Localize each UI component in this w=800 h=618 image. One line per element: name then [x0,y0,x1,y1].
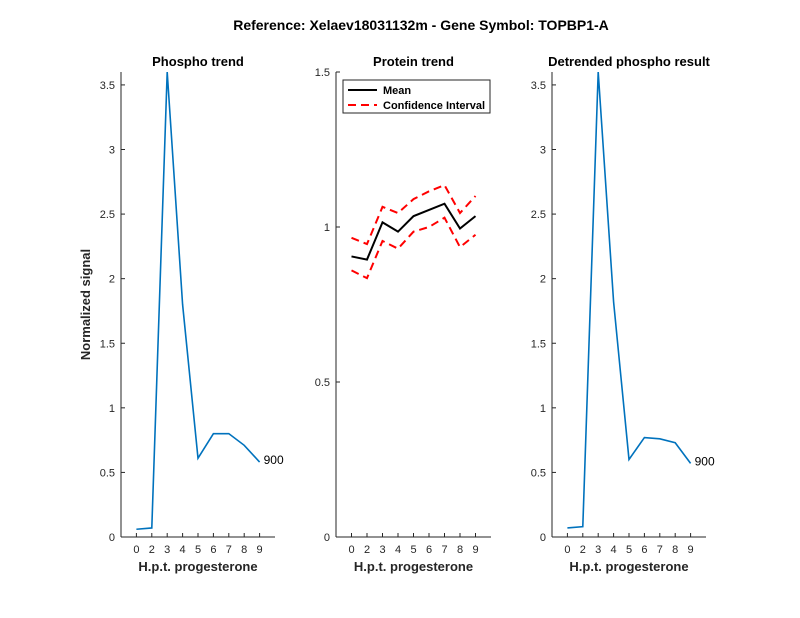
x-tick-label: 2 [580,544,586,556]
x-tick-label: 9 [472,544,478,556]
legend-label: Confidence Interval [383,100,485,112]
y-tick-label: 2 [540,274,546,286]
y-tick-label: 1.5 [315,67,330,79]
series-line-mean-1 [351,202,477,261]
x-tick-label: 7 [226,544,232,556]
x-tick-label: 4 [395,544,401,556]
x-tick-label: 0 [348,544,354,556]
series-line-signal-1 [567,71,692,529]
panel-title: Protein trend [373,54,454,69]
series-line-signal-1 [136,71,261,531]
x-tick-label: 3 [164,544,170,556]
legend-box [342,79,491,114]
x-tick-label: 8 [241,544,247,556]
y-tick-label: 1.5 [531,338,546,350]
legend-label: Mean [383,85,411,97]
x-tick-label: 8 [457,544,463,556]
y-tick-label: 0.5 [100,467,115,479]
x-tick-label: 7 [441,544,447,556]
y-tick-label: 3.5 [100,80,115,92]
y-tick-label: 0.5 [315,377,330,389]
y-tick-label: 2.5 [100,209,115,221]
y-tick-label: 1 [324,222,330,234]
y-tick-label: 2.5 [531,209,546,221]
legend: Mean Confidence Interval [342,79,491,114]
line-end-annotation: 900 [695,454,715,468]
x-axis-label: H.p.t. progesterone [354,559,473,574]
x-tick-label: 7 [657,544,663,556]
x-tick-label: 0 [564,544,570,556]
x-tick-label: 5 [626,544,632,556]
x-tick-label: 4 [180,544,186,556]
x-tick-label: 6 [210,544,216,556]
y-tick-label: 1 [109,403,115,415]
x-tick-label: 0 [133,544,139,556]
panel-title: Detrended phospho result [548,54,710,69]
x-tick-label: 2 [364,544,370,556]
x-tick-label: 6 [426,544,432,556]
x-tick-label: 4 [611,544,617,556]
y-tick-label: 0 [109,532,115,544]
series-line-confidence-interval-2 [351,183,477,246]
x-tick-label: 3 [379,544,385,556]
figure-title: Reference: Xelaev18031132m - Gene Symbol… [233,17,609,33]
y-tick-label: 3 [109,145,115,157]
x-axis-label: H.p.t. progesterone [138,559,257,574]
x-tick-label: 9 [688,544,694,556]
line-end-annotation: 900 [264,453,284,467]
y-tick-label: 0.5 [531,467,546,479]
x-tick-label: 9 [257,544,263,556]
x-tick-label: 5 [195,544,201,556]
y-axis-label: Normalized signal [78,249,93,360]
y-tick-label: 3.5 [531,80,546,92]
y-tick-label: 3 [540,145,546,157]
x-axis-label: H.p.t. progesterone [569,559,688,574]
y-tick-label: 0 [324,532,330,544]
panel-title: Phospho trend [152,54,244,69]
x-tick-label: 6 [641,544,647,556]
x-tick-label: 3 [595,544,601,556]
x-tick-label: 2 [149,544,155,556]
y-tick-label: 0 [540,532,546,544]
series-line-confidence-interval-3 [351,216,477,280]
y-tick-label: 2 [109,274,115,286]
x-tick-label: 8 [672,544,678,556]
x-tick-label: 5 [410,544,416,556]
y-tick-label: 1.5 [100,338,115,350]
y-tick-label: 1 [540,403,546,415]
